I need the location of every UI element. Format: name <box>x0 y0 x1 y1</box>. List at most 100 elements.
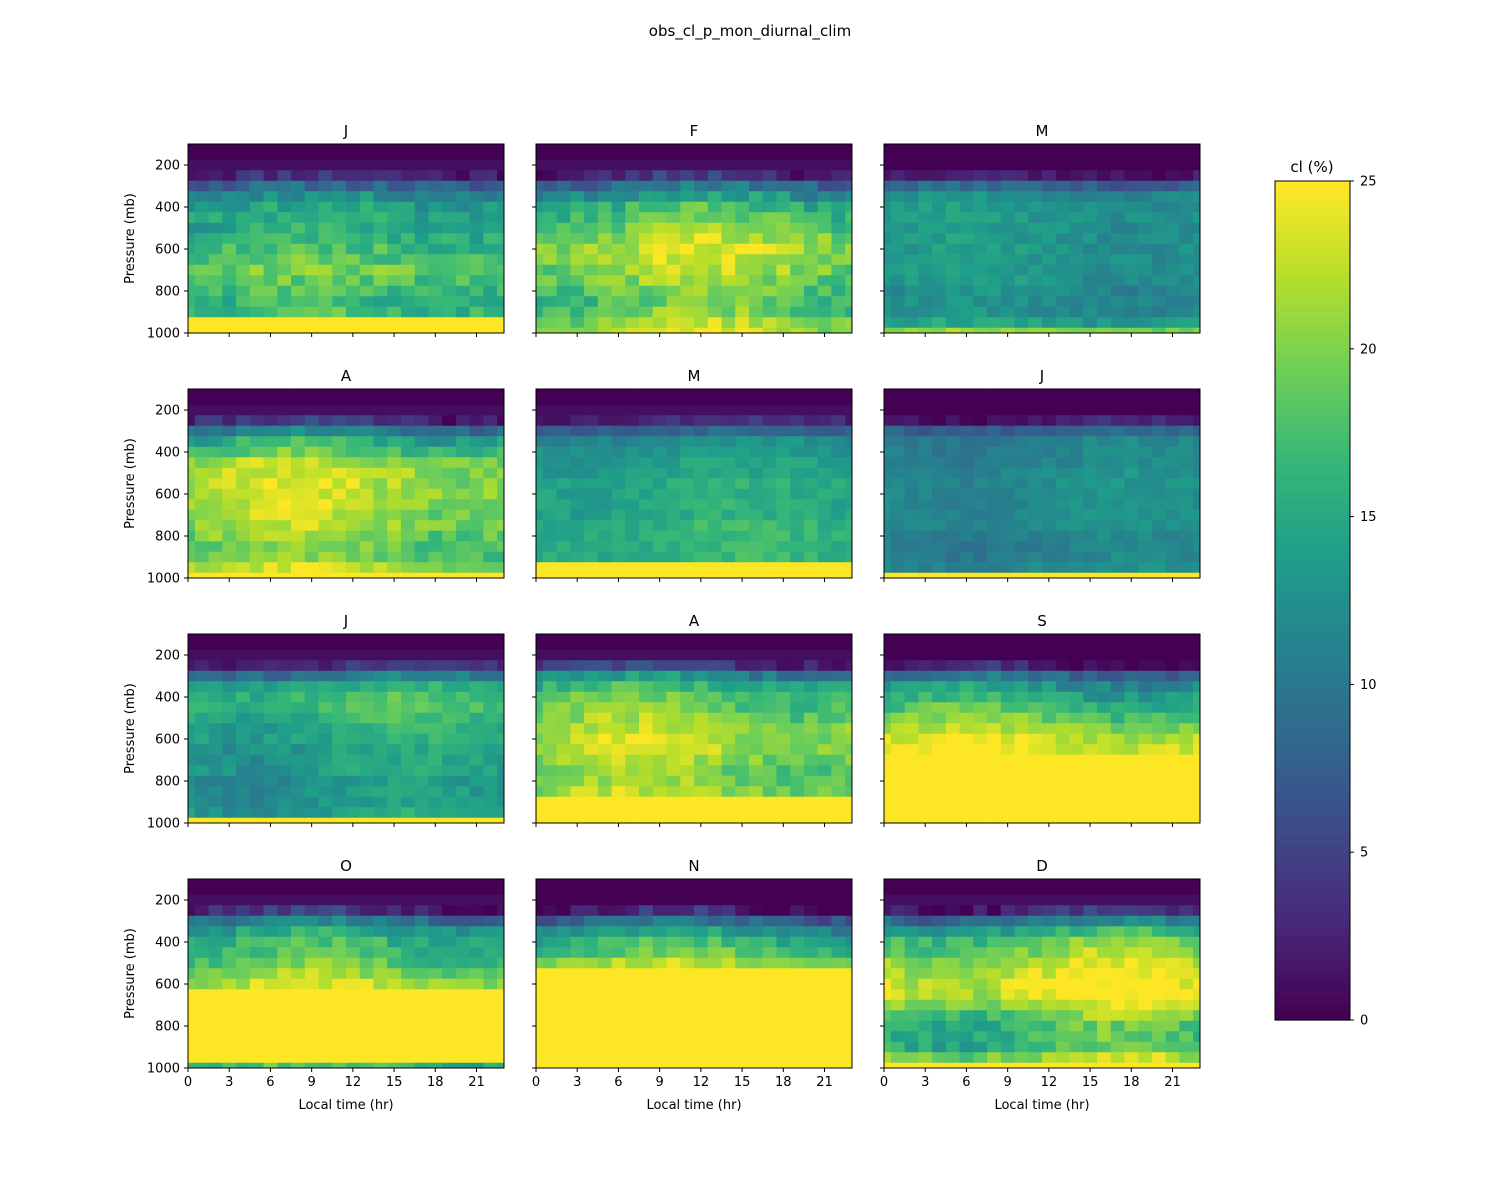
heatmap-cell <box>222 879 237 885</box>
heatmap-cell <box>400 634 416 640</box>
heatmap-cell <box>611 275 626 287</box>
heatmap-cell <box>1042 457 1057 469</box>
heatmap-cell <box>1151 415 1167 427</box>
heatmap-cell <box>1179 425 1194 437</box>
heatmap-cell <box>542 149 558 161</box>
heatmap-cell <box>584 915 599 927</box>
heatmap-cell <box>803 712 819 724</box>
heatmap-cell <box>442 634 457 640</box>
heatmap-cell <box>277 404 292 416</box>
heatmap-cell <box>556 681 571 693</box>
heatmap-cell <box>542 562 558 574</box>
heatmap-cell <box>277 744 292 756</box>
heatmap-cell <box>497 394 505 406</box>
heatmap-cell <box>277 317 292 329</box>
heatmap-cell <box>776 691 791 703</box>
heatmap-cell <box>332 733 347 745</box>
heatmap-cell <box>359 478 374 490</box>
heatmap-cell <box>469 712 484 724</box>
heatmap-cell <box>817 894 832 906</box>
heatmap-cell <box>400 389 416 395</box>
heatmap-cell <box>222 884 237 896</box>
heatmap-cell <box>680 327 695 334</box>
heatmap-cell <box>748 415 764 427</box>
heatmap-cell <box>973 639 988 651</box>
heatmap-cell <box>890 222 906 234</box>
heatmap-cell <box>400 170 416 182</box>
heatmap-cell <box>277 222 292 234</box>
heatmap-cell <box>318 807 333 819</box>
heatmap-cell <box>387 467 402 479</box>
heatmap-cell <box>932 436 947 448</box>
heatmap-cell <box>639 201 654 213</box>
heatmap-cell <box>373 1031 388 1043</box>
heatmap-cell <box>1014 681 1029 693</box>
heatmap-cell <box>945 457 960 469</box>
heatmap-cell <box>584 681 599 693</box>
heatmap-cell <box>1165 467 1180 479</box>
heatmap-cell <box>776 149 791 161</box>
heatmap-cell <box>1138 660 1153 672</box>
heatmap-cell <box>1028 394 1043 406</box>
heatmap-cell <box>304 744 319 756</box>
heatmap-cell <box>735 467 750 479</box>
heatmap-cell <box>1028 415 1043 427</box>
heatmap-cell <box>776 317 791 329</box>
heatmap-cell <box>469 327 484 334</box>
heatmap-cell <box>1110 243 1125 255</box>
heatmap-cell <box>414 733 429 745</box>
heatmap-cell <box>414 712 429 724</box>
heatmap-cell <box>1110 639 1125 651</box>
heatmap-cell <box>817 425 832 437</box>
heatmap-cell <box>570 530 585 542</box>
heatmap-cell <box>188 926 196 938</box>
heatmap-cell <box>442 404 457 416</box>
heatmap-cell <box>236 530 251 542</box>
heatmap-cell <box>1165 201 1180 213</box>
heatmap-cell <box>1055 212 1070 224</box>
heatmap-cell <box>666 394 681 406</box>
heatmap-cell <box>414 915 429 927</box>
heatmap-cell <box>694 425 709 437</box>
heatmap-cell <box>1138 786 1153 798</box>
heatmap-cell <box>536 634 544 640</box>
heatmap-cell <box>249 894 264 906</box>
heatmap-cell <box>455 915 471 927</box>
heatmap-cell <box>428 394 443 406</box>
heatmap-cell <box>918 634 933 640</box>
heatmap-cell <box>304 670 319 682</box>
heatmap-cell <box>694 254 709 266</box>
heatmap-cell <box>542 634 558 640</box>
heatmap-cell <box>904 394 919 406</box>
heatmap-cells <box>188 389 505 579</box>
heatmap-cell <box>639 296 654 308</box>
heatmap-cell <box>570 670 585 682</box>
heatmap-cell <box>1110 541 1125 553</box>
heatmap-cell <box>803 634 819 640</box>
heatmap-cell <box>790 733 805 745</box>
heatmap-cell <box>945 754 960 766</box>
heatmap-cell <box>400 425 416 437</box>
heatmap-cell <box>762 394 777 406</box>
heatmap-cell <box>570 551 585 563</box>
heatmap-cell <box>694 894 709 906</box>
heatmap-cell <box>1083 681 1098 693</box>
heatmap-cell <box>680 681 695 693</box>
heatmap-cell <box>694 807 709 819</box>
heatmap-cell <box>1055 681 1070 693</box>
heatmap-cell <box>1193 264 1201 276</box>
heatmap-cell <box>188 488 196 500</box>
heatmap-cell <box>735 786 750 798</box>
heatmap-cell <box>556 404 571 416</box>
heatmap-cell <box>973 436 988 448</box>
heatmap-cell <box>428 212 443 224</box>
heatmap-cell <box>831 775 846 787</box>
heatmap-cell <box>291 915 306 927</box>
heatmap-cell <box>762 957 777 969</box>
heatmap-cell <box>1042 467 1057 479</box>
heatmap-cell <box>291 488 306 500</box>
heatmap-cell <box>1110 551 1125 563</box>
heatmap-cell <box>332 786 347 798</box>
heatmap-cell <box>332 765 347 777</box>
heatmap-cell <box>625 212 640 224</box>
